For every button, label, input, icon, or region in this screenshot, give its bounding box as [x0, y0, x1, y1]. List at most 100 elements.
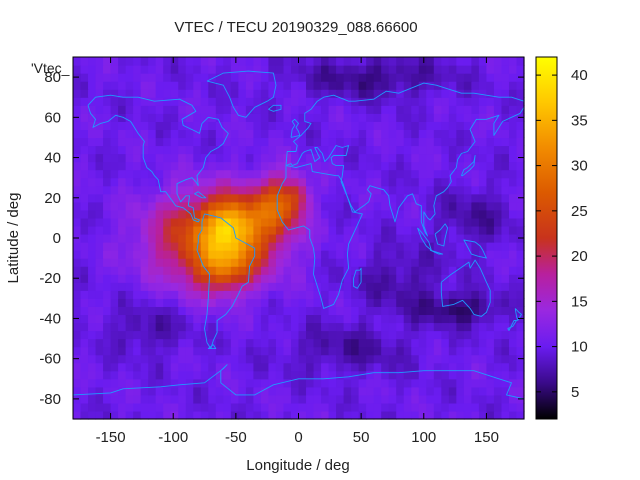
heatmap-cell	[403, 201, 412, 211]
heatmap-cell	[155, 290, 164, 299]
heatmap-cell	[396, 410, 405, 420]
heatmap-cell	[336, 298, 345, 307]
heatmap-cell	[396, 137, 405, 147]
heatmap-cell	[456, 410, 465, 420]
heatmap-cell	[298, 225, 307, 235]
heatmap-cell	[501, 242, 510, 251]
heatmap-cell	[118, 338, 127, 348]
heatmap-cell	[275, 346, 285, 356]
heatmap-cell	[411, 121, 420, 130]
y-tick-label: 60	[44, 109, 61, 126]
heatmap-cell	[238, 250, 247, 259]
heatmap-cell	[103, 322, 112, 332]
heatmap-cell	[418, 330, 427, 340]
heatmap-cell	[73, 266, 82, 275]
heatmap-cell	[208, 121, 217, 130]
heatmap-cell	[148, 346, 157, 356]
heatmap-cell	[448, 314, 457, 324]
heatmap-cell	[516, 298, 525, 307]
heatmap-cell	[170, 73, 179, 82]
heatmap-cell	[456, 121, 465, 130]
heatmap-cell	[298, 290, 307, 299]
heatmap-cell	[426, 97, 435, 106]
heatmap-cell	[411, 185, 420, 195]
heatmap-cell	[508, 282, 518, 291]
heatmap-cell	[433, 217, 442, 227]
heatmap-cell	[200, 153, 209, 163]
heatmap-cell	[148, 121, 157, 130]
heatmap-cell	[328, 65, 337, 74]
heatmap-cell	[223, 298, 232, 307]
heatmap-cell	[140, 169, 149, 179]
heatmap-cell	[411, 57, 420, 66]
heatmap-cell	[283, 57, 292, 66]
heatmap-cell	[366, 113, 375, 122]
heatmap-cell	[411, 258, 420, 267]
heatmap-cell	[133, 394, 142, 404]
heatmap-cell	[260, 177, 270, 187]
heatmap-cell	[200, 410, 209, 420]
heatmap-cell	[208, 298, 217, 307]
heatmap-cell	[193, 386, 202, 396]
heatmap-cell	[193, 346, 202, 356]
heatmap-cell	[73, 89, 82, 98]
coastline	[194, 191, 207, 199]
heatmap-cell	[418, 201, 427, 211]
heatmap-cell	[448, 193, 457, 203]
heatmap-cell	[208, 129, 217, 139]
heatmap-cell	[170, 394, 179, 404]
heatmap-cell	[163, 346, 172, 356]
heatmap-cell	[366, 201, 375, 211]
heatmap-cell	[215, 370, 224, 380]
heatmap-cell	[253, 201, 262, 211]
heatmap-cell	[125, 201, 134, 211]
heatmap-cell	[313, 266, 322, 275]
heatmap-cell	[110, 233, 119, 243]
heatmap-cell	[373, 338, 382, 348]
heatmap-cell	[313, 258, 322, 267]
heatmap-cell	[245, 314, 254, 324]
heatmap-cell	[448, 57, 457, 66]
heatmap-cell	[260, 65, 270, 74]
heatmap-cell	[268, 153, 277, 163]
heatmap-cell	[471, 121, 480, 130]
heatmap-cell	[433, 290, 442, 299]
heatmap-cell	[381, 370, 390, 380]
heatmap-cell	[185, 282, 194, 291]
heatmap-cell	[448, 209, 457, 219]
heatmap-cell	[110, 121, 119, 130]
heatmap-cell	[388, 346, 397, 356]
heatmap-cell	[328, 137, 337, 147]
heatmap-cell	[373, 81, 382, 90]
heatmap-cell	[448, 169, 457, 179]
heatmap-cell	[373, 225, 382, 235]
heatmap-cell	[351, 346, 360, 356]
heatmap-cell	[471, 217, 480, 227]
heatmap-cell	[298, 81, 307, 90]
heatmap-cell	[508, 89, 518, 98]
heatmap-cell	[403, 153, 412, 163]
heatmap-cell	[155, 282, 164, 291]
heatmap-cell	[321, 266, 330, 275]
heatmap-cell	[185, 89, 194, 98]
heatmap-cell	[501, 113, 510, 122]
heatmap-cell	[95, 370, 104, 380]
heatmap-cell	[230, 338, 239, 348]
heatmap-cell	[306, 177, 315, 187]
heatmap-cell	[486, 338, 495, 348]
heatmap-cell	[140, 362, 149, 372]
heatmap-cell	[351, 386, 360, 396]
heatmap-cell	[456, 322, 465, 332]
heatmap-cell	[343, 298, 352, 307]
heatmap-cell	[208, 266, 217, 275]
heatmap-cell	[493, 338, 503, 348]
heatmap-cell	[215, 298, 224, 307]
heatmap-cell	[433, 177, 442, 187]
heatmap-cell	[433, 169, 442, 179]
heatmap-cell	[253, 394, 262, 404]
heatmap-cell	[290, 386, 300, 396]
heatmap-cell	[200, 338, 209, 348]
heatmap-cell	[463, 81, 472, 90]
heatmap-cell	[433, 137, 442, 147]
heatmap-cell	[223, 137, 232, 147]
